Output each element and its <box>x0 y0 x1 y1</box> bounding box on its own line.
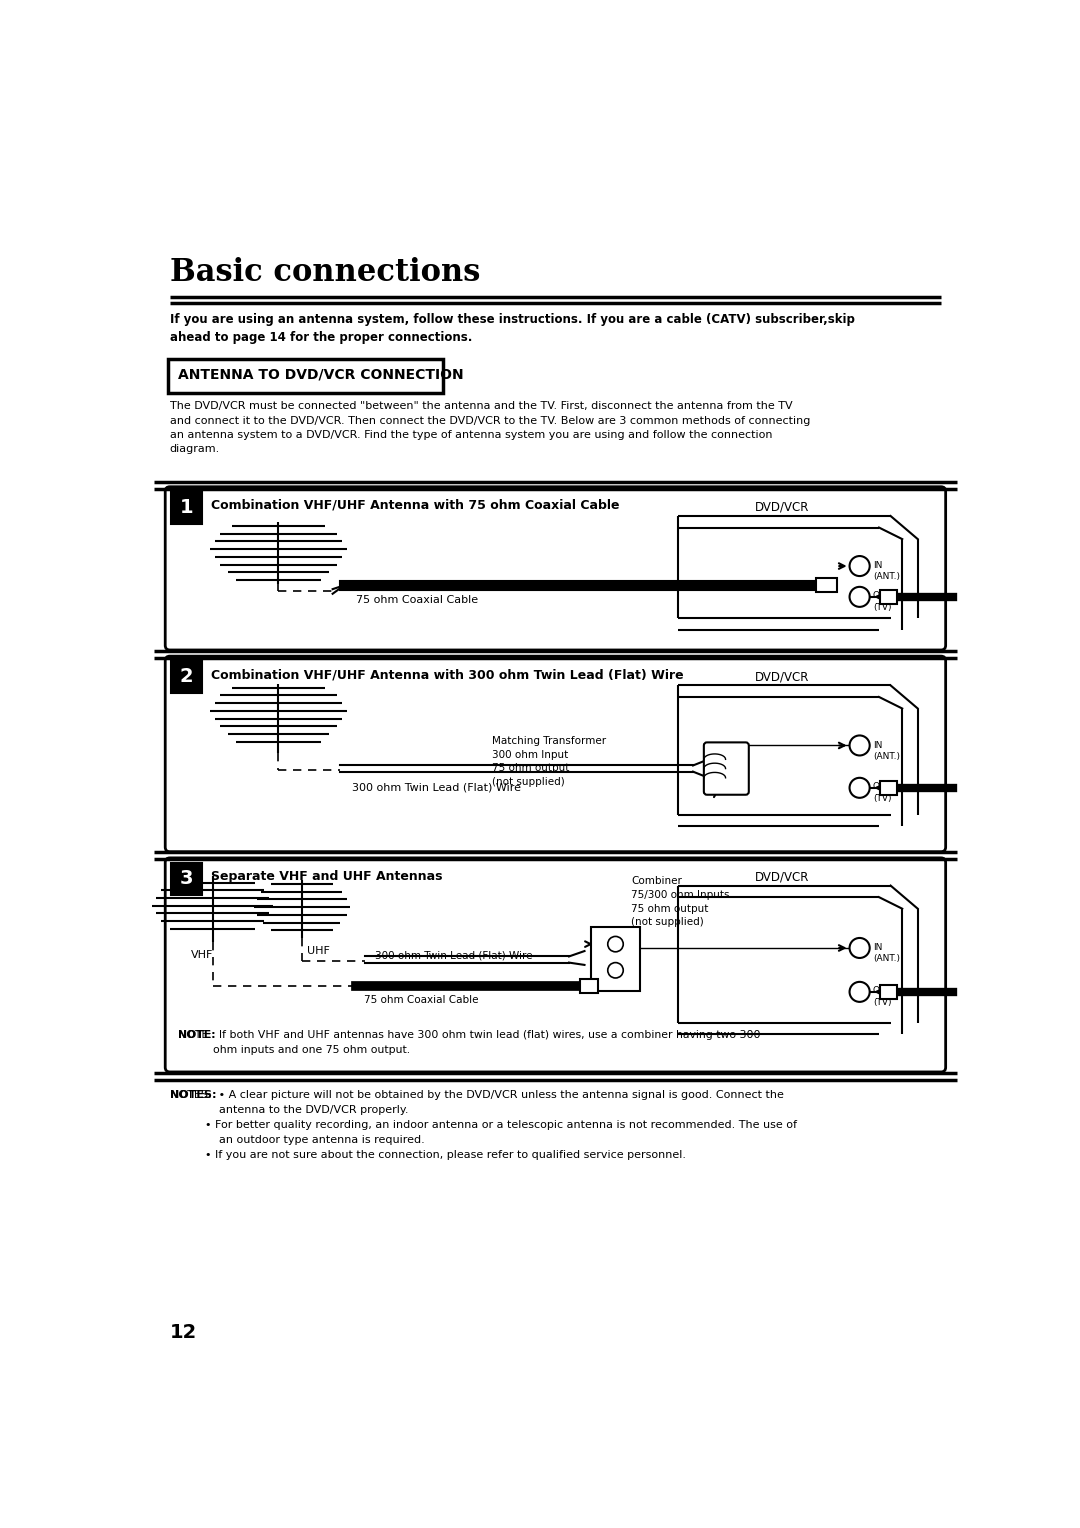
Text: NOTES:: NOTES: <box>170 1091 216 1100</box>
Text: DVD/VCR: DVD/VCR <box>755 669 809 683</box>
Text: 1: 1 <box>179 498 193 516</box>
Text: DVD/VCR: DVD/VCR <box>755 501 809 513</box>
Text: VHF: VHF <box>191 950 213 960</box>
Text: NOTE:: NOTE: <box>177 1030 215 1041</box>
Text: Combination VHF/UHF Antenna with 300 ohm Twin Lead (Flat) Wire: Combination VHF/UHF Antenna with 300 ohm… <box>211 668 684 681</box>
Text: Basic connections: Basic connections <box>170 257 481 287</box>
FancyBboxPatch shape <box>880 590 896 604</box>
FancyBboxPatch shape <box>171 492 202 524</box>
Text: NOTES:  • A clear picture will not be obtained by the DVD/VCR unless the antenna: NOTES: • A clear picture will not be obt… <box>170 1091 797 1160</box>
Text: Separate VHF and UHF Antennas: Separate VHF and UHF Antennas <box>211 869 443 883</box>
Text: IN
(ANT.): IN (ANT.) <box>873 943 900 964</box>
Text: OUT
(TV): OUT (TV) <box>873 987 892 1007</box>
Text: OUT
(TV): OUT (TV) <box>873 782 892 802</box>
Text: 3: 3 <box>179 869 193 888</box>
Text: 300 ohm Twin Lead (Flat) Wire: 300 ohm Twin Lead (Flat) Wire <box>352 782 521 793</box>
FancyBboxPatch shape <box>165 487 946 649</box>
Text: ANTENNA TO DVD/VCR CONNECTION: ANTENNA TO DVD/VCR CONNECTION <box>177 367 463 382</box>
FancyBboxPatch shape <box>704 743 748 795</box>
Text: 12: 12 <box>170 1323 198 1342</box>
Text: 75 ohm Coaxial Cable: 75 ohm Coaxial Cable <box>364 995 478 1005</box>
Text: Combination VHF/UHF Antenna with 75 ohm Coaxial Cable: Combination VHF/UHF Antenna with 75 ohm … <box>211 498 620 512</box>
Text: IN
(ANT.): IN (ANT.) <box>873 741 900 761</box>
Text: OUT
(TV): OUT (TV) <box>873 591 892 611</box>
FancyBboxPatch shape <box>816 579 837 593</box>
Text: Combiner
75/300 ohm Inputs
75 ohm output
(not supplied): Combiner 75/300 ohm Inputs 75 ohm output… <box>631 877 729 927</box>
FancyBboxPatch shape <box>171 660 202 694</box>
Text: IN
(ANT.): IN (ANT.) <box>873 561 900 581</box>
Text: 75 ohm Coaxial Cable: 75 ohm Coaxial Cable <box>356 596 478 605</box>
FancyBboxPatch shape <box>880 781 896 795</box>
Text: Matching Transformer
300 ohm Input
75 ohm output
(not supplied): Matching Transformer 300 ohm Input 75 oh… <box>491 736 606 787</box>
FancyBboxPatch shape <box>880 986 896 999</box>
FancyBboxPatch shape <box>168 359 443 393</box>
FancyBboxPatch shape <box>171 862 202 895</box>
FancyBboxPatch shape <box>591 927 640 992</box>
FancyBboxPatch shape <box>165 857 946 1073</box>
Text: NOTE:  If both VHF and UHF antennas have 300 ohm twin lead (flat) wires, use a c: NOTE: If both VHF and UHF antennas have … <box>177 1030 760 1054</box>
Text: The DVD/VCR must be connected "between" the antenna and the TV. First, disconnec: The DVD/VCR must be connected "between" … <box>170 402 810 454</box>
FancyBboxPatch shape <box>165 656 946 851</box>
Text: 2: 2 <box>179 668 193 686</box>
Text: UHF: UHF <box>307 946 329 955</box>
Text: DVD/VCR: DVD/VCR <box>755 871 809 883</box>
Text: If you are using an antenna system, follow these instructions. If you are a cabl: If you are using an antenna system, foll… <box>170 313 854 344</box>
FancyBboxPatch shape <box>580 979 598 993</box>
Text: 300 ohm Twin Lead (Flat) Wire: 300 ohm Twin Lead (Flat) Wire <box>375 950 532 960</box>
